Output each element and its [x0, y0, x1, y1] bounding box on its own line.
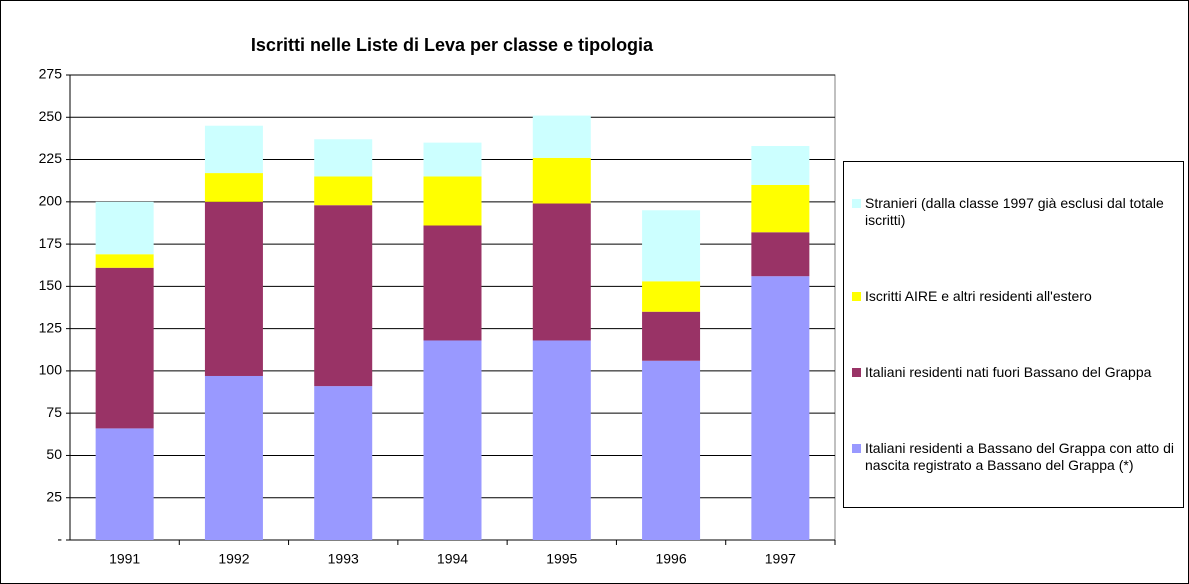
- bar-segment: [204, 375, 263, 540]
- bar-segment: [95, 267, 154, 429]
- bar-segment: [95, 428, 154, 540]
- y-tick-label: 100: [39, 362, 63, 378]
- legend-swatch: [852, 292, 861, 302]
- bar-segment: [423, 176, 482, 226]
- x-tick-label: 1992: [218, 551, 249, 567]
- chart-title: Iscritti nelle Liste di Leva per classe …: [251, 35, 654, 55]
- legend-entry: Italiani residenti a Bassano del Grappa …: [852, 440, 1179, 474]
- bar-segment: [642, 210, 701, 282]
- y-tick-label: 50: [46, 446, 62, 462]
- legend-swatch: [852, 367, 861, 377]
- x-tick-label: 1995: [546, 551, 577, 567]
- y-tick-label: 25: [46, 488, 62, 504]
- bar-segment: [314, 176, 373, 206]
- bar-segment: [532, 115, 591, 158]
- y-tick-label: -: [57, 531, 62, 547]
- legend-entry: Stranieri (dalla classe 1997 già esclusi…: [852, 195, 1179, 229]
- bar-segment: [95, 201, 154, 255]
- legend: Stranieri (dalla classe 1997 già esclusi…: [843, 161, 1184, 508]
- bar-segment: [751, 146, 810, 185]
- y-tick-label: 75: [46, 404, 62, 420]
- y-tick-label: 175: [39, 235, 63, 251]
- legend-swatch: [852, 199, 861, 209]
- bar-segment: [642, 360, 701, 540]
- legend-entry: Iscritti AIRE e altri residenti all'este…: [852, 288, 1179, 305]
- legend-label: Stranieri (dalla classe 1997 già esclusi…: [865, 195, 1164, 229]
- bar-segment: [423, 340, 482, 540]
- bar-segment: [642, 311, 701, 361]
- bar-segment: [95, 254, 154, 268]
- x-tick-label: 1991: [109, 551, 140, 567]
- y-tick-label: 200: [39, 193, 63, 209]
- bar-segment: [532, 203, 591, 341]
- legend-label: Italiani residenti nati fuori Bassano de…: [865, 363, 1152, 380]
- y-tick-label: 150: [39, 277, 63, 293]
- bar-segment: [423, 225, 482, 341]
- bar-segment: [204, 125, 263, 174]
- bar-segment: [204, 173, 263, 202]
- y-tick-label: 125: [39, 319, 63, 335]
- bar-segment: [423, 142, 482, 177]
- y-tick-label: 250: [39, 108, 63, 124]
- bar-segment: [751, 232, 810, 277]
- y-tick-label: 225: [39, 150, 63, 166]
- x-tick-label: 1997: [765, 551, 796, 567]
- bar-segment: [751, 184, 810, 233]
- bar-segment: [642, 281, 701, 312]
- bar-segment: [532, 157, 591, 204]
- bar-segment: [314, 139, 373, 177]
- bar-segment: [751, 276, 810, 540]
- legend-label: Iscritti AIRE e altri residenti all'este…: [865, 288, 1092, 305]
- bar-segment: [314, 205, 373, 387]
- legend-swatch: [852, 443, 861, 453]
- y-tick-label: 275: [39, 66, 63, 82]
- x-tick-label: 1994: [437, 551, 468, 567]
- x-tick-label: 1993: [328, 551, 359, 567]
- x-tick-label: 1996: [655, 551, 686, 567]
- bar-segment: [204, 201, 263, 376]
- bar-segment: [532, 340, 591, 540]
- legend-entry: Italiani residenti nati fuori Bassano de…: [852, 364, 1179, 381]
- legend-label: Italiani residenti a Bassano del Grappa …: [865, 439, 1174, 473]
- bar-segment: [314, 386, 373, 540]
